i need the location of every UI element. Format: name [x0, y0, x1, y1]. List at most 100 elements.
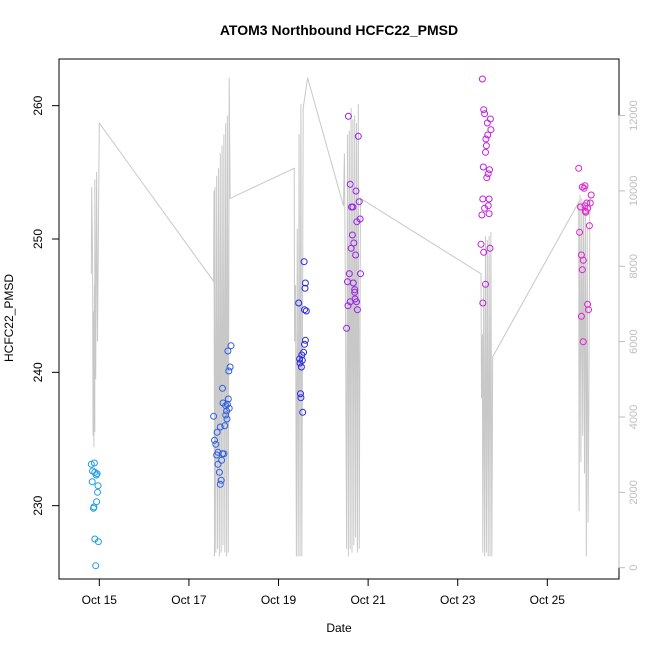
data-point [487, 126, 495, 134]
series-3 [295, 258, 310, 416]
y2-tick-label: 4000 [628, 405, 640, 429]
data-point [583, 199, 591, 207]
x-axis: Oct 15 Oct 17 Oct 19 Oct 21 Oct 23 Oct 25 [82, 578, 566, 607]
data-point [349, 279, 357, 287]
data-point [225, 404, 233, 412]
data-point [87, 460, 95, 468]
data-point [482, 142, 490, 150]
x-tick-label: Oct 21 [350, 593, 386, 607]
data-point [297, 390, 304, 398]
data-point [90, 459, 98, 467]
data-point [479, 163, 487, 171]
data-point [92, 471, 100, 479]
data-point [479, 299, 487, 307]
data-point [356, 215, 364, 223]
data-point [478, 75, 486, 83]
data-point [347, 244, 355, 252]
scatter-points-layer [87, 75, 595, 570]
data-point [93, 498, 101, 506]
y2-tick-label: 8000 [628, 254, 640, 278]
data-point [353, 306, 361, 314]
data-point [485, 195, 493, 203]
data-point [299, 408, 307, 416]
data-point [216, 480, 224, 488]
data-point [90, 503, 98, 511]
y-axis-left: 230 240 250 260 [31, 95, 60, 516]
series-4 [343, 112, 364, 332]
data-point [213, 428, 221, 436]
data-point [214, 460, 222, 468]
y-axis-right: 0 2000 4000 6000 8000 10000 12000 [618, 100, 640, 571]
data-point [221, 422, 229, 430]
data-point [88, 478, 96, 486]
data-point [223, 400, 231, 408]
series-6 [575, 164, 595, 346]
data-point [484, 170, 492, 178]
data-point [300, 348, 308, 356]
data-point [585, 306, 592, 314]
x-axis-label: Date [326, 621, 352, 635]
data-point [586, 199, 594, 207]
data-point [486, 244, 494, 252]
data-point [483, 174, 491, 182]
data-point [297, 363, 305, 371]
x-tick-label: Oct 25 [530, 593, 566, 607]
data-point [212, 440, 220, 448]
data-point [297, 394, 305, 402]
data-point [301, 306, 308, 314]
data-point [222, 411, 230, 419]
data-point [482, 148, 489, 156]
data-point [224, 395, 232, 403]
data-point [577, 203, 584, 211]
data-point [477, 240, 485, 248]
series-5 [477, 75, 495, 307]
data-point [578, 183, 586, 191]
data-point [343, 324, 351, 332]
y-tick-label: 230 [31, 495, 45, 515]
data-point [301, 279, 309, 287]
y-tick-label: 260 [31, 95, 45, 115]
data-point [486, 115, 494, 123]
y-axis-label: HCFC22_PMSD [2, 274, 16, 362]
data-point [301, 284, 309, 292]
x-tick-label: Oct 23 [440, 593, 476, 607]
y2-tick-label: 12000 [628, 100, 640, 131]
x-tick-label: Oct 17 [171, 593, 207, 607]
data-point [484, 131, 492, 139]
data-point [585, 222, 593, 230]
data-point [94, 488, 101, 496]
data-point [227, 342, 235, 350]
series-2 [210, 342, 235, 488]
data-point [92, 562, 100, 570]
data-point [219, 399, 227, 407]
x-tick-label: Oct 19 [261, 593, 297, 607]
data-point [480, 248, 488, 256]
data-point [214, 448, 222, 456]
y2-tick-label: 6000 [628, 329, 640, 353]
data-point [578, 266, 586, 274]
data-point [224, 347, 232, 355]
data-point [579, 256, 587, 264]
chart-title: ATOM3 Northbound HCFC22_PMSD [220, 22, 458, 38]
y2-tick-label: 10000 [628, 176, 640, 207]
data-point [219, 384, 226, 392]
data-point [480, 106, 488, 114]
altitude-line-layer [90, 77, 591, 557]
data-point [481, 204, 489, 212]
data-point [351, 288, 359, 296]
data-point [217, 476, 225, 484]
data-point [93, 470, 101, 478]
data-point [348, 231, 356, 239]
data-point [300, 258, 308, 266]
data-point [481, 110, 489, 118]
altitude-line [90, 77, 591, 557]
data-point [302, 307, 310, 315]
data-point [94, 482, 102, 490]
data-point [486, 166, 493, 174]
y-tick-label: 240 [31, 362, 45, 382]
data-point [482, 280, 489, 288]
data-point [357, 270, 364, 278]
data-point [298, 356, 306, 364]
data-point [354, 132, 362, 140]
